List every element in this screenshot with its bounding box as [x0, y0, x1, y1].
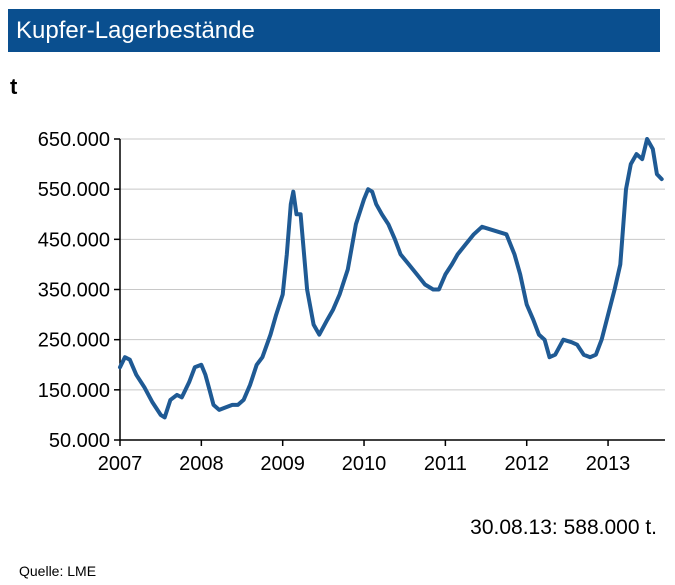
chart-title: Kupfer-Lagerbestände — [8, 9, 660, 52]
y-tick-label: 650.000 — [38, 129, 110, 151]
x-tick-label: 2011 — [424, 453, 467, 475]
y-tick-labels: 650.000 550.000 450.000 350.000 250.000 150.0… — [38, 129, 110, 452]
series-group — [118, 137, 664, 420]
x-tick-label: 2008 — [179, 453, 224, 475]
y-tick-label: 550.000 — [38, 179, 110, 201]
y-axis-unit-label: t — [10, 74, 18, 99]
x-tick-label: 2010 — [342, 453, 387, 475]
y-tick-label: 250.000 — [38, 330, 110, 352]
y-tick-label: 150.000 — [38, 380, 110, 402]
y-tick-label: 350.000 — [38, 280, 110, 302]
source-note: Quelle: LME — [19, 563, 97, 579]
x-tick-label: 2012 — [504, 453, 549, 475]
x-tick-label: 2013 — [586, 453, 631, 475]
y-tick-label: 50.000 — [49, 430, 110, 452]
axes — [114, 138, 665, 446]
latest-value-note: 30.08.13: 588.000 t. — [470, 516, 657, 539]
x-tick-label: 2007 — [98, 453, 143, 475]
x-tick-labels: 2007 2008 2009 2010 2011 2012 2013 — [98, 453, 631, 475]
y-tick-label: 450.000 — [38, 229, 110, 251]
series-line — [118, 137, 664, 420]
x-tick-label: 2009 — [260, 453, 305, 475]
